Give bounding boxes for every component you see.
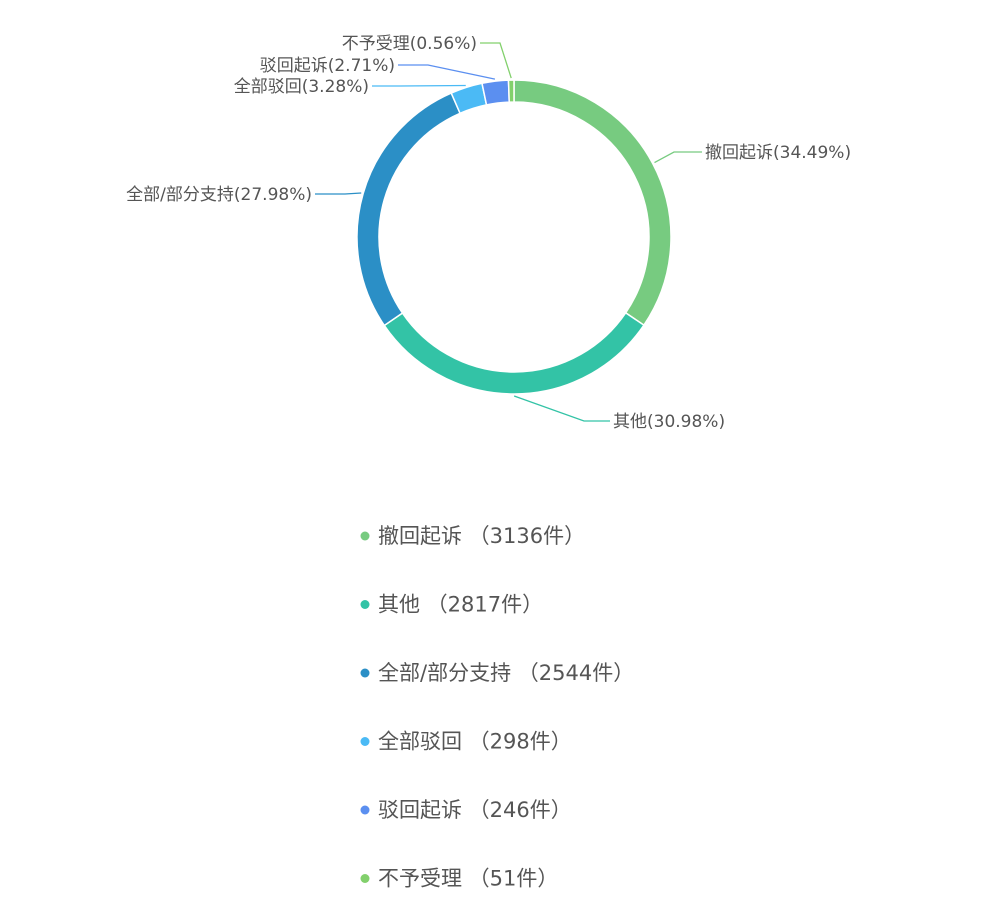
legend-marker <box>360 531 370 541</box>
slice-label-3: 全部/部分支持(27.98%) <box>126 185 312 205</box>
legend-marker <box>360 600 370 609</box>
leader-line-1 <box>654 151 702 164</box>
legend-item[interactable]: 其他 （2817件） <box>360 593 544 617</box>
legend-marker <box>360 805 370 815</box>
slice-label-4: 全部驳回(3.28%) <box>234 77 369 97</box>
legend-label: 驳回起诉 （246件） <box>378 798 572 822</box>
slice-label-5: 驳回起诉(2.71%) <box>260 56 395 76</box>
slice-label-1: 撤回起诉(34.49%) <box>705 143 851 163</box>
legend-item[interactable]: 撤回起诉 （3136件） <box>360 524 586 548</box>
leader-line-4 <box>372 84 466 87</box>
legend-label: 全部驳回 （298件） <box>378 730 572 754</box>
legend-item[interactable]: 全部/部分支持 （2544件） <box>360 661 635 685</box>
legend-marker <box>360 737 370 746</box>
legend-label: 不予受理 （51件） <box>378 867 558 891</box>
donut-slice-6[interactable] <box>507 79 515 103</box>
legend-label: 全部/部分支持 （2544件） <box>378 661 634 685</box>
legend: 撤回起诉 （3136件） 其他 （2817件） 全部/部分支持 （2544件） 全部驳… <box>360 524 635 891</box>
donut-slice-5[interactable] <box>481 79 511 106</box>
slice-labels-layer: 撤回起诉(34.49%) 其他(30.98%) 全部/部分支持(27.98%) 全部驳… <box>126 34 851 432</box>
legend-marker <box>360 874 370 883</box>
leader-line-3 <box>315 192 362 195</box>
donut-slice-1[interactable] <box>513 79 672 327</box>
slice-label-2: 其他(30.98%) <box>613 412 725 432</box>
legend-item[interactable]: 驳回起诉 （246件） <box>360 798 572 822</box>
slices-layer <box>356 79 672 395</box>
legend-marker <box>360 668 370 678</box>
leader-line-2 <box>513 395 610 422</box>
leader-line-6 <box>480 42 512 79</box>
donut-slice-2[interactable] <box>383 311 645 395</box>
legend-label: 其他 （2817件） <box>378 593 543 617</box>
leader-line-5 <box>398 64 496 80</box>
slice-label-6: 不予受理(0.56%) <box>342 34 477 54</box>
legend-item[interactable]: 不予受理 （51件） <box>360 867 559 891</box>
legend-label: 撤回起诉 （3136件） <box>378 524 585 548</box>
leader-lines-layer <box>315 42 702 422</box>
legend-item[interactable]: 全部驳回 （298件） <box>360 730 572 754</box>
donut-slice-3[interactable] <box>356 92 462 327</box>
